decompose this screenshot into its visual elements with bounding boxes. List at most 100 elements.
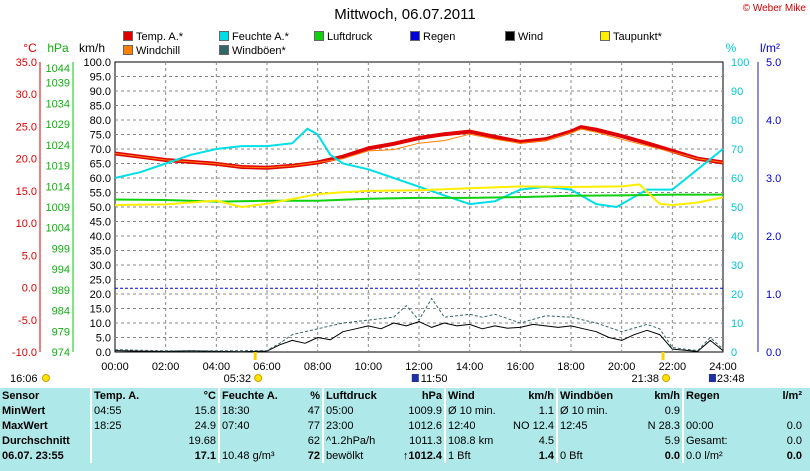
stats-cell: 1012.6 [408,419,442,432]
temp-tick-label: 5.0 [22,250,37,262]
stats-cell: 12:45 [556,418,620,433]
wind-tick-label: 20.0 [90,289,111,301]
time-tick-label: 06:00 [253,361,281,373]
stats-cell: 1.1 [538,404,554,417]
stats-cell: 1009.9 [408,404,442,417]
legend-label: Taupunkt* [613,31,662,43]
temp-tick-label: 35.0 [16,57,37,69]
stats-row: Durchschnitt 19.68 62 ^1.2hPa/h 1011.3 108.8 … [0,433,804,448]
temp-axis-unit: °C [23,41,37,55]
wind-axis-unit: km/h [79,41,105,55]
stats-cell: ↑1012.4 [402,449,442,462]
time-tick-label: 02:00 [152,361,180,373]
wind-tick-label: 25.0 [90,275,111,287]
stats-row-label: MinWert [2,404,46,417]
stats-row-label: MaxWert [2,419,48,432]
statistics-panel: Sensor Temp. A. °C Feuchte A.% Luftdruck hPa W… [0,388,810,471]
stats-cell: 15.8 [194,404,216,417]
humidity-tick-label: 100 [731,57,749,69]
wind-tick-label: 70.0 [90,144,111,156]
stats-cell: 12:40 [444,418,502,433]
stats-header-cell: Temp. A. [90,388,158,403]
legend-swatch [410,31,420,41]
stats-cell: 24.9 [194,419,216,432]
moonrise-label: 11:50 [421,373,448,385]
stats-cell: 00:00 [682,418,748,433]
humidity-tick-label: 90 [731,86,743,98]
legend-item: Temp. A.* [123,31,183,43]
temp-tick-label: -10.0 [12,347,37,359]
stats-header-cell: km/h [528,389,554,402]
stats-cell [556,433,620,448]
temp-tick-label: -5.0 [18,315,37,327]
series-line-taupunkt- [114,183,724,208]
legend-item: Taupunkt* [600,31,662,43]
wind-tick-label: 35.0 [90,246,111,258]
stats-cell: 0.0 [786,449,802,462]
sunrise-label: 05:32 [224,373,252,385]
moonset-label: 23:48 [717,373,745,385]
wind-tick-label: 80.0 [90,115,111,127]
time-tick-label: 00:00 [101,361,129,373]
wind-tick-label: 90.0 [90,86,111,98]
pressure-tick-label: 1029 [46,119,70,131]
rain-tick-label: 3.0 [766,173,781,185]
pressure-tick-label: 974 [52,347,70,359]
stats-cell: 1.4 [538,449,554,462]
stats-cell: 18:30 [218,403,288,418]
stats-header-cell: Luftdruck [322,388,384,403]
stats-cell: 4.5 [538,434,554,447]
stats-cell: bewölkt [322,448,384,463]
humidity-tick-label: 40 [731,231,743,243]
stats-header-cell: °C [203,389,216,402]
temp-tick-label: 15.0 [16,186,37,198]
legend-item: Windböen* [219,45,286,57]
sunset-label: 21:38 [632,373,660,385]
stats-header-row: Sensor Temp. A. °C Feuchte A.% Luftdruck hPa W… [0,388,804,403]
stats-cell: 04:55 [90,403,158,418]
legend-swatch [219,31,229,41]
pressure-tick-label: 1034 [46,98,70,110]
pressure-axis-unit: hPa [47,41,69,55]
stats-header-cell: % [310,389,320,402]
stats-cell [682,403,748,418]
stats-cell: 23:00 [322,418,384,433]
pressure-tick-label: 1004 [46,223,70,235]
stats-cell: 0 Bft [556,448,620,463]
time-tick-label: 08:00 [304,361,332,373]
humidity-tick-label: 60 [731,173,743,185]
weather-chart: °C hPa km/h% l/m² 35.0 30.0 25.0 20.0 15.0 10.0 5.… [10,41,781,385]
time-tick-label: 24:00 [709,361,737,373]
series-line-windchill [114,128,724,169]
wind-tick-label: 85.0 [90,101,111,113]
stats-row: MinWert 04:55 15.8 18:30 47 05:00 1009.9 Ø 10 m… [0,403,804,418]
stats-cell: 18:25 [90,418,158,433]
pressure-tick-label: 994 [52,264,70,276]
stats-cell: 0.0 [786,434,802,447]
stats-cell: 72 [307,449,320,462]
pressure-tick-label: 999 [52,243,70,255]
stats-cell: NO 12.4 [513,419,554,432]
stats-cell: 62 [307,434,320,447]
stats-header-cell: Sensor [2,389,40,402]
humidity-tick-label: 10 [731,318,743,330]
wind-tick-label: 40.0 [90,231,111,243]
legend-item: Regen [410,31,455,43]
copyright-label: © Weber Mike [742,3,806,14]
stats-cell: 17.1 [194,449,216,462]
chart-title: Mittwoch, 06.07.2011 [334,6,476,23]
humidity-tick-label: 0 [731,347,737,359]
stats-cell: 05:00 [322,403,384,418]
pressure-tick-label: 1044 [46,63,70,75]
rain-axis-unit: l/m² [760,41,780,55]
humidity-tick-label: 30 [731,260,743,272]
sunset-icon [662,374,671,382]
wind-tick-label: 50.0 [90,202,111,214]
series-line-feuchte-a- [114,127,724,208]
legend-item: Feuchte A.* [219,31,289,43]
legend-swatch [123,45,133,55]
wind-tick-label: 75.0 [90,130,111,142]
legend-item: Wind [505,31,543,43]
moonrise-icon [411,374,419,382]
stats-cell: 1011.3 [409,434,442,447]
